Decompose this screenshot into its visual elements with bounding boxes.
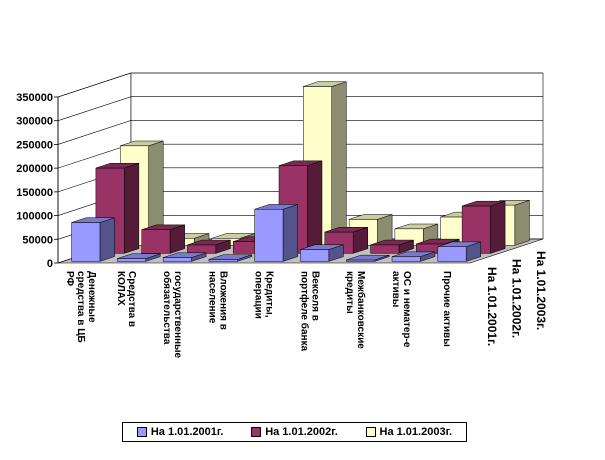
bar-front xyxy=(141,229,171,254)
x-tick-label: государственныеобязательства xyxy=(161,271,183,359)
bar-top xyxy=(370,239,414,246)
bar-top xyxy=(391,251,436,257)
bar-side xyxy=(99,217,115,262)
bar-side xyxy=(282,204,298,262)
bar xyxy=(117,253,161,262)
bar xyxy=(162,252,207,262)
gridline xyxy=(57,72,543,98)
bar-front xyxy=(208,259,238,262)
bar xyxy=(254,204,298,262)
bar-top xyxy=(437,241,481,247)
bar-top xyxy=(303,81,347,87)
bar-side xyxy=(514,199,530,246)
bar-front xyxy=(437,246,467,262)
x-tick-label: Кредиты,операции xyxy=(253,271,275,319)
bar-front xyxy=(71,222,101,262)
bar xyxy=(300,244,344,262)
x-tick-label: Прочие активы xyxy=(441,271,452,347)
y-tick-label: 0 xyxy=(47,258,53,270)
bar-front xyxy=(254,208,284,262)
legend-item-2002: На 1.01.2002г. xyxy=(251,426,338,438)
bar-top xyxy=(462,200,506,207)
x-tick-label: Межбанковскиекредиты xyxy=(344,271,367,349)
bar-top xyxy=(208,254,252,260)
y-tick-label: 250000 xyxy=(16,139,53,151)
bar-top xyxy=(163,252,207,258)
legend-swatch-2002 xyxy=(251,427,262,437)
y-tick-label: 50000 xyxy=(22,234,53,246)
bar-top xyxy=(254,204,298,210)
bar-front xyxy=(370,244,400,254)
depth-tick-label: На 1.01.2002г. xyxy=(510,259,524,338)
x-tick-label: Денежныесредства в ЦБРФ xyxy=(64,271,97,343)
bar-front xyxy=(391,256,421,262)
bar xyxy=(141,224,185,254)
bar-side xyxy=(124,162,140,254)
y-tick-label: 150000 xyxy=(16,187,53,199)
gridline xyxy=(57,120,543,145)
bar-side xyxy=(331,81,347,246)
bar xyxy=(370,239,414,254)
bar-top xyxy=(416,238,460,245)
bar-top xyxy=(278,160,323,166)
legend-label-2002: На 1.01.2002г. xyxy=(265,426,338,438)
legend: На 1.01.2001г. На 1.01.2002г. На 1.01.20… xyxy=(122,422,467,442)
bar-front xyxy=(117,258,146,262)
x-axis-labels: Денежныесредства в ЦБРФ Средства вКОЛАХ го… xyxy=(64,271,452,359)
y-tick-label: 300000 xyxy=(16,116,53,128)
depth-tick-label: На 1.01.2001г. xyxy=(485,267,499,346)
bar xyxy=(345,254,390,262)
bar xyxy=(391,251,436,262)
depth-axis-labels: На 1.01.2001г. На 1.01.2002г. На 1.01.2003… xyxy=(485,251,548,346)
legend-label-2001: На 1.01.2001г. xyxy=(150,426,224,438)
legend-item-2001: На 1.01.2001г. xyxy=(136,426,224,438)
bar-top xyxy=(141,224,185,230)
x-tick-label: Средства вКОЛАХ xyxy=(115,271,137,327)
gridline xyxy=(57,96,543,121)
chart: 0 50000 100000 150000 200000 250000 300000 3500… xyxy=(16,72,548,359)
x-tick-label: Вложения внаселение xyxy=(207,271,229,330)
y-axis: 0 50000 100000 150000 200000 250000 300000 3500… xyxy=(16,92,59,270)
y-tick-label: 350000 xyxy=(16,92,53,104)
bar-top xyxy=(187,239,231,246)
bar-top xyxy=(300,244,344,250)
x-tick-label: ОС и нематер-еактивы xyxy=(390,271,412,348)
bar-top xyxy=(324,227,368,233)
bar-top xyxy=(346,254,390,261)
bar-side xyxy=(490,200,506,254)
bars xyxy=(71,81,530,262)
bar-top xyxy=(117,253,161,259)
bar-top xyxy=(349,214,393,220)
bar-top xyxy=(95,162,139,169)
y-tick-label: 200000 xyxy=(16,163,53,175)
legend-swatch-2001 xyxy=(136,427,147,437)
bar-front xyxy=(300,249,330,262)
bar xyxy=(461,200,506,254)
y-tick-label: 100000 xyxy=(16,211,53,223)
x-tick-label: Векселя впортфеле банка xyxy=(298,271,320,352)
bar-top xyxy=(71,217,115,223)
bar-top xyxy=(394,223,438,230)
legend-item-2003: На 1.01.2003г. xyxy=(365,426,453,438)
legend-swatch-2003 xyxy=(365,427,376,437)
legend-label-2003: На 1.01.2003г. xyxy=(379,426,453,438)
depth-tick-label: На 1.01.2003г. xyxy=(534,251,548,330)
bar-front xyxy=(187,244,217,254)
bar xyxy=(208,254,253,262)
bar xyxy=(437,241,482,262)
bar xyxy=(71,217,115,262)
bar-top xyxy=(120,140,164,147)
bar-front xyxy=(162,257,192,262)
bar-side xyxy=(307,160,323,254)
bar xyxy=(187,239,231,254)
